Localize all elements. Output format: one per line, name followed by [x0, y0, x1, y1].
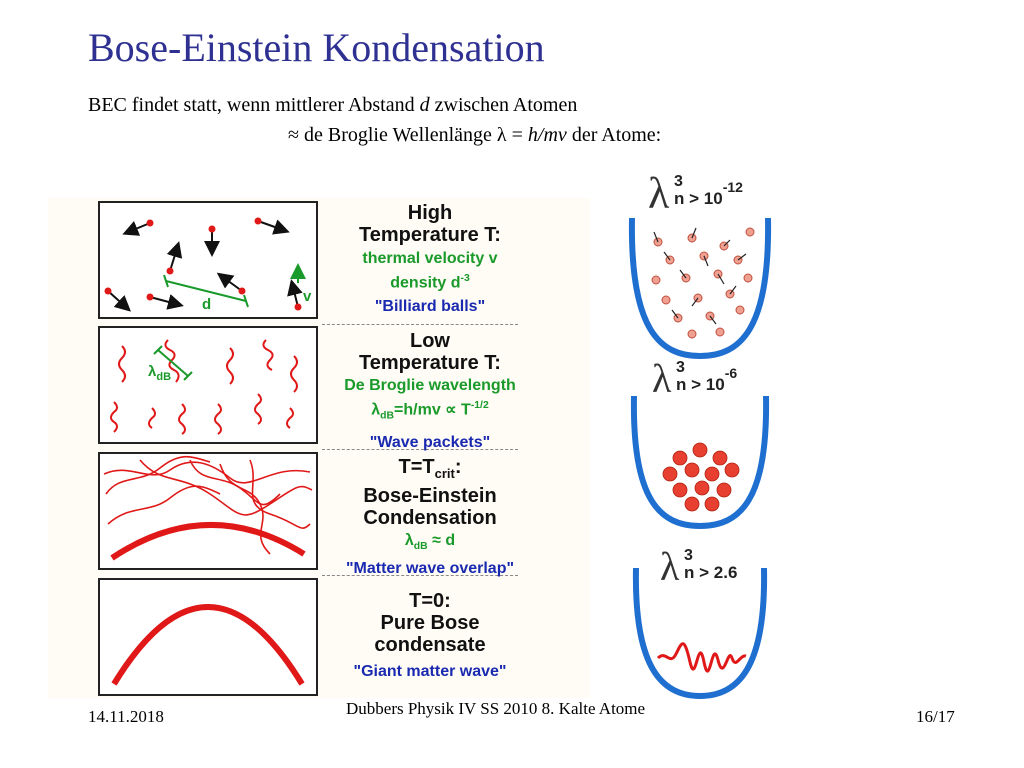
overlapping-waves: [103, 455, 313, 555]
trap-low-temperature: λ 3 n > 10-6: [630, 356, 770, 530]
stage-heading: T=Tcrit:: [398, 456, 462, 481]
stage-quote: "Matter wave overlap": [345, 560, 515, 578]
trap-sup: 3: [676, 359, 685, 376]
distance-marker: [163, 274, 249, 308]
intro-var-d: d: [419, 94, 430, 116]
wave-packet-blobs: [662, 442, 740, 512]
wave-packets-drawing: λdB: [110, 339, 298, 435]
stage-heading: Temperature T:: [359, 224, 501, 246]
trap-potential: [628, 217, 772, 360]
trap-lambda: λ: [660, 544, 680, 589]
giant-wave-curve: [111, 604, 305, 686]
intro-line-2: ≈ de Broglie Wellenlänge λ = h/mv der At…: [288, 124, 661, 147]
giant-matter-wave-box: [98, 578, 318, 696]
matter-wave-overlap-box: [98, 452, 318, 570]
trap-condition: n > 2.6: [684, 563, 737, 582]
stage-green-text: λdB ≈ d: [404, 532, 456, 553]
trap-sup: 3: [684, 547, 693, 564]
billiard-balls-drawing: d v: [104, 217, 312, 313]
stage-zero-temperature: T=0: Pure Bose condensate "Giant matter …: [322, 590, 538, 682]
thermal-atom-arrows: [653, 227, 747, 325]
wavelength-marker: [153, 345, 193, 381]
intro-line-1: BEC findet statt, wenn mittlerer Abstand…: [88, 94, 577, 117]
intro-var-hmv: h/mv: [527, 124, 567, 146]
overlap-drawing: [103, 455, 313, 561]
velocity-label: v: [303, 288, 312, 305]
billiard-balls-box: d v: [98, 201, 318, 319]
trap-potential: [630, 395, 770, 530]
stage-quote: "Giant matter wave": [353, 663, 507, 680]
particles: [104, 217, 302, 311]
intro-text: zwischen Atomen: [429, 94, 578, 116]
separator: [322, 449, 518, 450]
footer-date: 14.11.2018: [88, 707, 164, 726]
trap-high-temperature: λ 3 n > 10-12: [628, 169, 772, 360]
stage-quote: "Billiard balls": [374, 298, 486, 316]
stage-heading: T=0:: [409, 590, 451, 612]
wavelength-label: λdB: [148, 363, 171, 383]
trap-condition: n > 10-6: [676, 365, 737, 394]
stage-heading: Bose-Einstein: [363, 485, 497, 507]
thermal-atoms: [651, 227, 755, 339]
footer-page-number: 16/17: [916, 707, 955, 726]
stage-high-temperature: High Temperature T: thermal velocity v d…: [322, 202, 538, 317]
separator: [322, 575, 518, 576]
giant-wave-drawing: [111, 604, 305, 686]
stage-quote: "Wave packets": [369, 433, 491, 451]
stage-heading: Pure Bose: [380, 612, 480, 634]
footer-course: Dubbers Physik IV SS 2010 8. Kalte Atome: [346, 699, 646, 718]
stage-green-text: De Broglie wavelength: [344, 377, 516, 394]
stage-heading: Temperature T:: [359, 352, 501, 374]
stage-heading: Low: [410, 330, 450, 352]
stage-low-temperature: Low Temperature T: De Broglie wavelength…: [322, 330, 538, 453]
stage-green-text: thermal velocity v: [362, 250, 498, 267]
condensate-curve: [110, 522, 306, 561]
stage-green-text: λdB=h/mv ∝ T-1/2: [371, 400, 489, 422]
intro-text: ≈ de Broglie Wellenlänge λ =: [288, 124, 528, 146]
trap-lambda: λ: [648, 169, 670, 218]
trap-condensate: λ 3 n > 2.6: [632, 544, 768, 700]
trap-lambda: λ: [652, 356, 672, 401]
trap-sup: 3: [674, 173, 683, 190]
trap-potential: [632, 567, 768, 700]
stage-critical-temperature: T=Tcrit: Bose-Einstein Condensation λdB …: [322, 456, 538, 579]
separator: [322, 324, 518, 325]
slide-title: Bose-Einstein Kondensation: [88, 25, 545, 70]
particle-arrows: [107, 219, 303, 312]
stage-heading: High: [407, 202, 453, 224]
trap-condition: n > 10-12: [674, 179, 743, 208]
intro-text: der Atome:: [566, 124, 662, 146]
intro-text: BEC findet statt, wenn mittlerer Abstand: [88, 94, 420, 116]
distance-label: d: [202, 296, 211, 313]
wave-packets-box: λdB: [98, 326, 318, 444]
stage-green-text: density d-3: [390, 273, 470, 292]
stage-heading: Condensation: [363, 507, 497, 529]
wave-packet-squiggles: [110, 339, 298, 435]
condensate-wave: [656, 642, 747, 673]
stage-heading: condensate: [374, 634, 486, 656]
